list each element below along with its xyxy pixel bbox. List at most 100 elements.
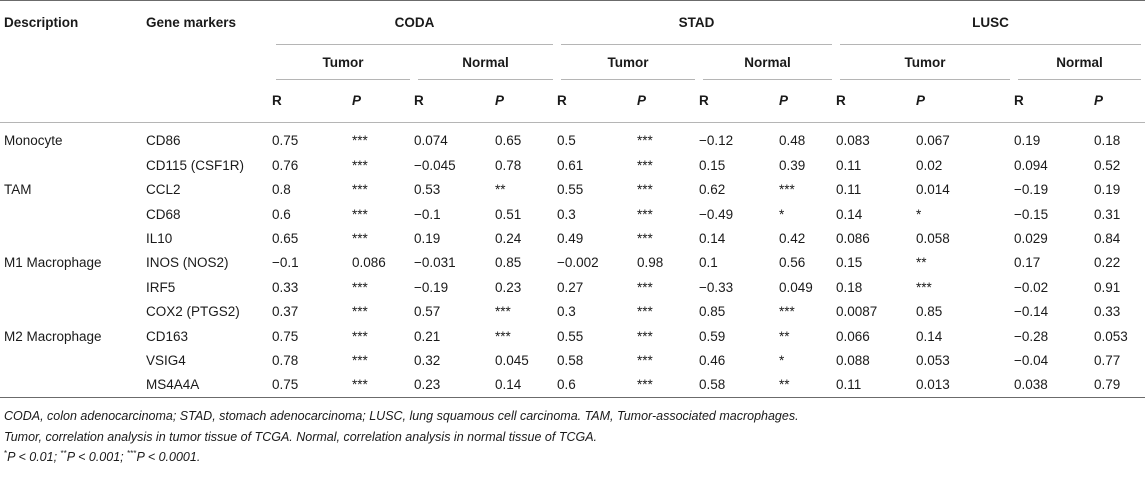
cell-p-value: 0.14	[916, 328, 943, 344]
cell-p-value: 0.045	[495, 353, 529, 369]
table-row: MS4A4A 0.75 *** 0.23 0.14 0.6 *** 0.58 ** 0.11 0.0…	[0, 373, 1145, 398]
cell-p-value: ***	[352, 157, 368, 173]
header-r: R	[557, 93, 567, 109]
cell-p-value: ***	[637, 157, 653, 173]
row-gene-marker: CD68	[146, 206, 181, 222]
cell-r-value: −0.045	[414, 157, 456, 173]
cell-r-value: 0.3	[557, 206, 576, 222]
header-r: R	[699, 93, 709, 109]
table-row: CD68 0.6 *** −0.1 0.51 0.3 *** −0.49 * 0.14 * −0.15…	[0, 202, 1145, 226]
cell-p-value: ***	[637, 328, 653, 344]
cell-p-value: 0.18	[1094, 133, 1121, 149]
cell-r-value: 0.57	[414, 304, 441, 320]
cell-p-value: 0.22	[1094, 255, 1121, 271]
header-stad-tumor: Tumor	[557, 45, 699, 80]
cell-r-value: 0.066	[836, 328, 870, 344]
row-description	[0, 373, 146, 397]
header-group-stad: STAD	[557, 1, 836, 45]
row-gene-marker: INOS (NOS2)	[146, 255, 229, 271]
table-row: COX2 (PTGS2) 0.37 *** 0.57 *** 0.3 *** 0.85 *** 0…	[0, 300, 1145, 324]
cell-r-value: 0.76	[272, 157, 299, 173]
row-description: M1 Macrophage	[4, 255, 102, 271]
header-r: R	[414, 93, 424, 109]
cell-r-value: 0.49	[557, 230, 584, 246]
table-row: M1 Macrophage INOS (NOS2) −0.1 0.086 −0.031 0…	[0, 251, 1145, 275]
cell-p-value: ***	[779, 182, 795, 198]
header-p: P	[779, 93, 789, 109]
cell-p-value: 0.79	[1094, 377, 1121, 393]
cell-r-value: 0.6	[557, 377, 576, 393]
cell-r-value: 0.27	[557, 279, 584, 295]
table-row: CD115 (CSF1R) 0.76 *** −0.045 0.78 0.61 *** 0.1…	[0, 153, 1145, 177]
header-p: P	[1094, 93, 1104, 109]
row-description	[0, 226, 146, 250]
cell-p-value: 0.65	[495, 133, 522, 149]
cell-p-value: *	[779, 206, 785, 222]
cell-r-value: 0.3	[557, 304, 576, 320]
row-gene-marker: CD86	[146, 133, 181, 149]
cell-p-value: 0.42	[779, 230, 806, 246]
cell-p-value: 0.23	[495, 279, 522, 295]
row-description: TAM	[4, 182, 32, 198]
cell-p-value: ***	[352, 353, 368, 369]
header-group-lusc: LUSC	[836, 1, 1145, 45]
cell-r-value: 0.19	[1014, 133, 1041, 149]
cell-p-value: 0.91	[1094, 279, 1121, 295]
row-description	[0, 300, 146, 324]
cell-p-value: 0.058	[916, 230, 950, 246]
cell-p-value: ***	[352, 133, 368, 149]
cell-r-value: −0.1	[272, 255, 299, 271]
cell-r-value: −0.28	[1014, 328, 1049, 344]
cell-r-value: 0.62	[699, 182, 726, 198]
cell-r-value: 0.58	[699, 377, 726, 393]
cell-r-value: 0.19	[414, 230, 441, 246]
cell-r-value: −0.031	[414, 255, 456, 271]
header-description: Description	[4, 15, 79, 31]
cell-p-value: 0.85	[916, 304, 943, 320]
cell-r-value: 0.1	[699, 255, 718, 271]
cell-p-value: ***	[352, 377, 368, 393]
cell-p-value: ***	[352, 182, 368, 198]
cell-r-value: 0.14	[836, 206, 863, 222]
cell-p-value: 0.067	[916, 133, 950, 149]
cell-p-value: ***	[352, 230, 368, 246]
table-row: TAM CCL2 0.8 *** 0.53 ** 0.55 *** 0.62 *** 0.11 0.0…	[0, 177, 1145, 201]
cell-p-value: 0.31	[1094, 206, 1121, 222]
cell-r-value: 0.58	[557, 353, 584, 369]
table-footnotes: CODA, colon adenocarcinoma; STAD, stomac…	[4, 406, 799, 468]
header-r: R	[272, 93, 282, 109]
cell-r-value: 0.85	[699, 304, 726, 320]
cell-p-value: ***	[637, 230, 653, 246]
cell-r-value: −0.19	[1014, 182, 1049, 198]
cell-p-value: 0.84	[1094, 230, 1121, 246]
cell-p-value: 0.14	[495, 377, 522, 393]
header-p: P	[352, 93, 362, 109]
cell-p-value: **	[495, 182, 506, 198]
header-coda-normal: Normal	[414, 45, 557, 80]
cell-r-value: 0.75	[272, 328, 299, 344]
cell-r-value: 0.094	[1014, 157, 1048, 173]
cell-r-value: 0.14	[699, 230, 726, 246]
cell-r-value: 0.65	[272, 230, 299, 246]
header-r: R	[836, 93, 846, 109]
row-description	[0, 348, 146, 372]
cell-p-value: 0.014	[916, 182, 950, 198]
cell-p-value: ***	[779, 304, 795, 320]
header-p: P	[637, 93, 647, 109]
cell-p-value: 0.086	[352, 255, 386, 271]
table-row: IL10 0.65 *** 0.19 0.24 0.49 *** 0.14 0.42 0.086 0…	[0, 226, 1145, 250]
cell-r-value: 0.6	[272, 206, 291, 222]
row-gene-marker: CD115 (CSF1R)	[146, 157, 245, 173]
cell-r-value: 0.33	[272, 279, 299, 295]
cell-r-value: 0.59	[699, 328, 726, 344]
row-description: M2 Macrophage	[4, 328, 102, 344]
cell-r-value: 0.32	[414, 353, 441, 369]
footnote-definitions: Tumor, correlation analysis in tumor tis…	[4, 429, 598, 444]
cell-p-value: **	[916, 255, 927, 271]
cell-p-value: **	[779, 377, 790, 393]
cell-p-value: 0.049	[779, 279, 813, 295]
cell-r-value: 0.75	[272, 133, 299, 149]
cell-r-value: 0.029	[1014, 230, 1048, 246]
footnote-abbreviations: CODA, colon adenocarcinoma; STAD, stomac…	[4, 409, 799, 423]
row-description: Monocyte	[4, 133, 63, 149]
